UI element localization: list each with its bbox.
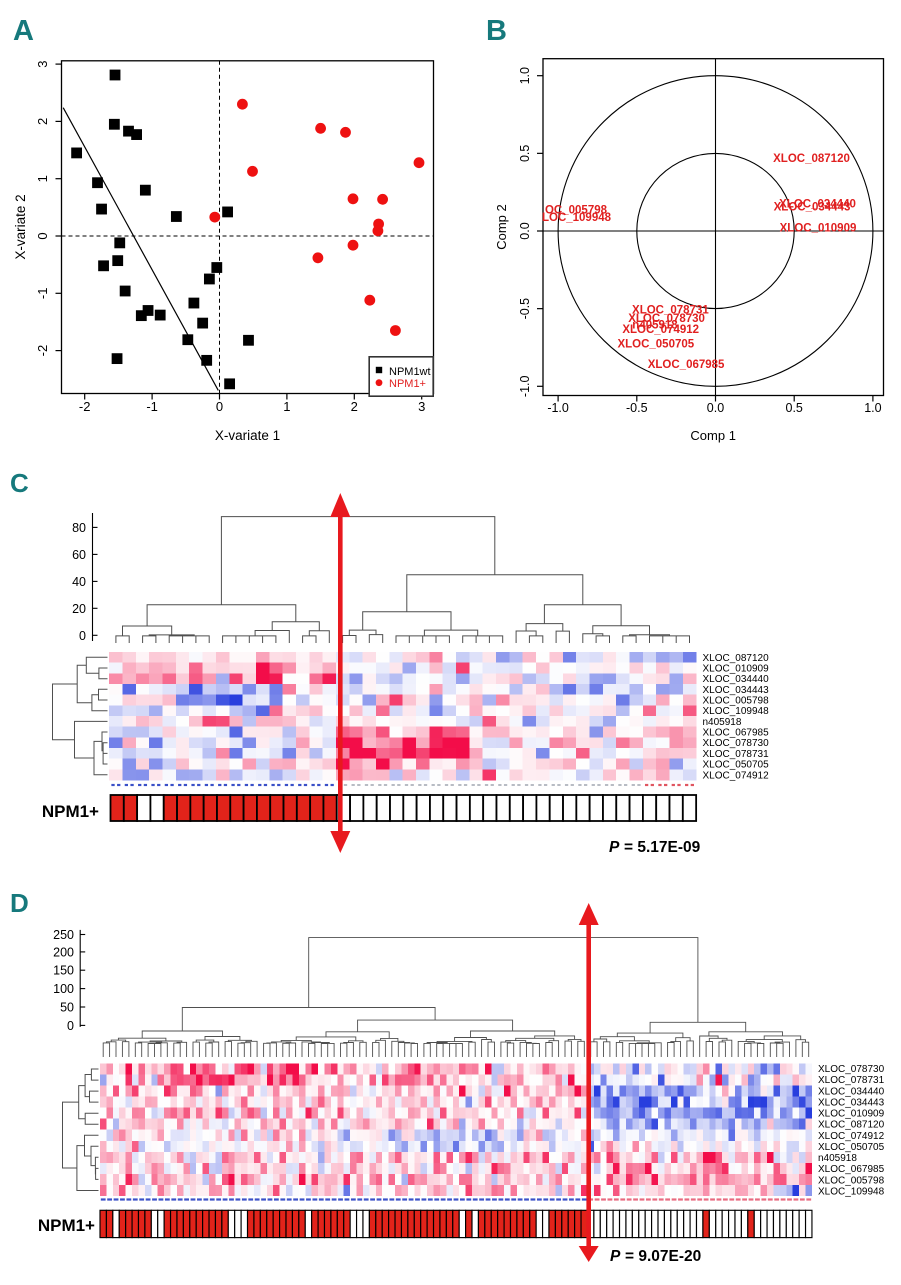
- svg-text:3: 3: [35, 60, 50, 67]
- svg-text:-1.0: -1.0: [547, 401, 569, 415]
- svg-text:-2: -2: [79, 399, 91, 414]
- svg-text:-0.5: -0.5: [626, 401, 648, 415]
- svg-text:-0.5: -0.5: [518, 298, 532, 320]
- svg-text:XLOC_078731: XLOC_078731: [703, 749, 770, 760]
- svg-text:NPM1+: NPM1+: [38, 1216, 95, 1235]
- svg-text:20: 20: [72, 602, 86, 616]
- svg-text:XLOC_109948: XLOC_109948: [703, 706, 770, 717]
- svg-text:XLOC_050705: XLOC_050705: [818, 1142, 885, 1153]
- svg-text:n405918: n405918: [632, 320, 678, 332]
- svg-text:NPM1wt: NPM1wt: [389, 366, 431, 378]
- svg-text:XLOC_067985: XLOC_067985: [818, 1164, 885, 1175]
- svg-text:0: 0: [67, 1019, 74, 1033]
- svg-text:XLOC_078730: XLOC_078730: [628, 313, 705, 325]
- svg-text:n405918: n405918: [703, 717, 742, 728]
- svg-text:X-variate 1: X-variate 1: [215, 428, 280, 443]
- svg-text:0.5: 0.5: [518, 145, 532, 162]
- svg-text:-1: -1: [146, 399, 158, 414]
- svg-text:1: 1: [35, 175, 50, 182]
- svg-text:XLOC_050705: XLOC_050705: [703, 760, 770, 771]
- svg-text:NPM1+: NPM1+: [42, 802, 99, 821]
- svg-text:n405918: n405918: [818, 1153, 857, 1164]
- svg-text:0.0: 0.0: [518, 222, 532, 239]
- svg-text:XLOC_005798: XLOC_005798: [703, 696, 770, 707]
- svg-text:XLOC_050705: XLOC_050705: [617, 338, 694, 350]
- svg-text:-1.0: -1.0: [518, 375, 532, 397]
- svg-text:1: 1: [283, 399, 290, 414]
- svg-text:P: P: [610, 1248, 621, 1265]
- svg-text:OC_005798: OC_005798: [545, 205, 608, 217]
- svg-text:XLOC_034443: XLOC_034443: [774, 202, 851, 214]
- svg-text:80: 80: [72, 521, 86, 535]
- svg-text:100: 100: [53, 982, 74, 996]
- svg-text:Comp 1: Comp 1: [690, 428, 736, 443]
- svg-text:= 5.17E-09: = 5.17E-09: [624, 839, 701, 856]
- svg-text:XLOC_010909: XLOC_010909: [818, 1109, 885, 1120]
- svg-text:A: A: [13, 15, 34, 47]
- svg-text:-2: -2: [35, 345, 50, 357]
- svg-text:NPM1+: NPM1+: [389, 378, 426, 390]
- svg-text:XLOC_078730: XLOC_078730: [703, 738, 770, 749]
- svg-text:XLOC_087120: XLOC_087120: [773, 153, 850, 165]
- svg-text:XLOC_074912: XLOC_074912: [703, 770, 770, 781]
- svg-text:XLOC_067985: XLOC_067985: [703, 728, 770, 739]
- svg-text:0.5: 0.5: [786, 401, 803, 415]
- svg-text:XLOC_034440: XLOC_034440: [779, 199, 856, 211]
- svg-text:XLOC_034443: XLOC_034443: [818, 1097, 885, 1108]
- svg-text:2: 2: [35, 118, 50, 125]
- svg-text:XLOC_074912: XLOC_074912: [622, 324, 699, 336]
- svg-text:XLOC_109948: XLOC_109948: [818, 1186, 885, 1197]
- svg-text:XLOC_034443: XLOC_034443: [703, 685, 770, 696]
- svg-text:XLOC_010909: XLOC_010909: [703, 664, 770, 675]
- svg-text:3: 3: [418, 399, 425, 414]
- svg-text:50: 50: [60, 1001, 74, 1015]
- svg-text:200: 200: [53, 945, 74, 959]
- svg-text:150: 150: [53, 964, 74, 978]
- svg-text:= 9.07E-20: = 9.07E-20: [625, 1248, 701, 1265]
- svg-text:Comp 2: Comp 2: [494, 204, 509, 250]
- svg-text:P: P: [609, 839, 620, 856]
- svg-text:250: 250: [53, 928, 74, 942]
- svg-text:1.0: 1.0: [864, 401, 881, 415]
- svg-text:XLOC_034440: XLOC_034440: [818, 1086, 885, 1097]
- svg-text:2: 2: [351, 399, 358, 414]
- svg-text:XLOC_078730: XLOC_078730: [818, 1064, 885, 1075]
- svg-text:0.0: 0.0: [707, 401, 724, 415]
- svg-text:XLOC_010909: XLOC_010909: [780, 223, 857, 235]
- svg-text:0: 0: [216, 399, 223, 414]
- svg-text:0: 0: [35, 232, 50, 239]
- svg-text:-1: -1: [35, 288, 50, 300]
- svg-text:60: 60: [72, 548, 86, 562]
- svg-text:1.0: 1.0: [518, 67, 532, 84]
- svg-text:XLOC_087120: XLOC_087120: [703, 653, 770, 664]
- svg-text:XLOC_005798: XLOC_005798: [818, 1175, 885, 1186]
- svg-text:XLOC_078731: XLOC_078731: [818, 1075, 885, 1086]
- svg-text:C: C: [10, 468, 29, 498]
- svg-text:XLOC_078731: XLOC_078731: [632, 305, 709, 317]
- svg-text:D: D: [10, 888, 29, 918]
- svg-text:40: 40: [72, 575, 86, 589]
- svg-text:XLOC_087120: XLOC_087120: [818, 1120, 885, 1131]
- svg-text:LOC_109948: LOC_109948: [542, 212, 612, 224]
- svg-text:XLOC_034440: XLOC_034440: [703, 674, 770, 685]
- svg-text:XLOC_074912: XLOC_074912: [818, 1131, 885, 1142]
- svg-text:XLOC_067985: XLOC_067985: [648, 359, 725, 371]
- svg-text:0: 0: [79, 629, 86, 643]
- svg-text:B: B: [486, 15, 507, 47]
- svg-text:X-variate 2: X-variate 2: [13, 194, 28, 259]
